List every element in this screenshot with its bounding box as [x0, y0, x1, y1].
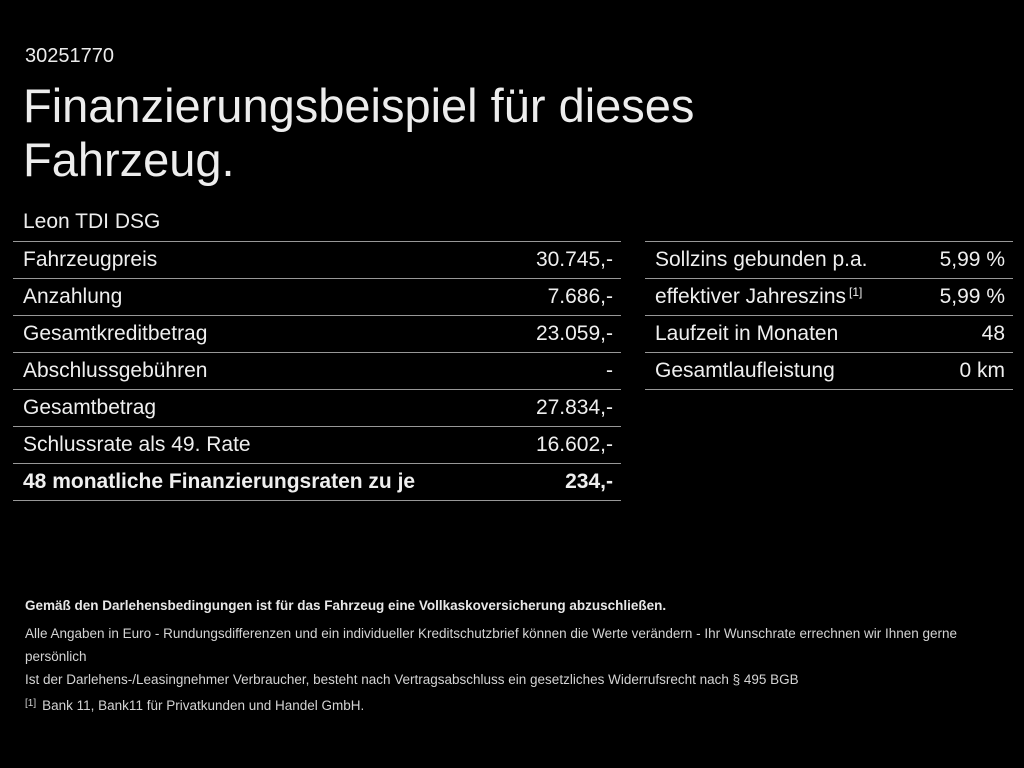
table-row-gesamtlaufleistung: Gesamtlaufleistung 0 km: [645, 352, 1013, 389]
bank-footnote: [1] Bank 11, Bank11 für Privatkunden und …: [25, 695, 985, 714]
page-title: Finanzierungsbeispiel für dieses Fahrzeu…: [23, 79, 694, 187]
disclaimer-line-1: Alle Angaben in Euro - Rundungsdifferenz…: [25, 626, 958, 664]
row-label: Gesamtlaufleistung: [655, 359, 835, 382]
row-label: Laufzeit in Monaten: [655, 322, 839, 345]
row-label: Gesamtbetrag: [23, 396, 157, 419]
footnote-marker: [1]: [25, 698, 37, 709]
row-value: 7.686,-: [547, 285, 613, 308]
page-title-line-2: Fahrzeug.: [23, 133, 235, 186]
row-value: 48: [981, 322, 1005, 345]
row-value: -: [606, 359, 613, 382]
disclaimer-notes: Alle Angaben in Euro - Rundungsdifferenz…: [25, 622, 985, 691]
row-value: 30.745,-: [535, 248, 613, 271]
table-row-gesamtkreditbetrag: Gesamtkreditbetrag 23.059,-: [13, 315, 621, 352]
page-title-line-1: Finanzierungsbeispiel für dieses: [23, 79, 695, 132]
row-value: 16.602,-: [535, 433, 613, 456]
table-row-gesamtbetrag: Gesamtbetrag 27.834,-: [13, 389, 621, 426]
row-value: 27.834,-: [535, 396, 613, 419]
table-row-sollzins: Sollzins gebunden p.a. 5,99 %: [645, 241, 1013, 278]
row-value: 23.059,-: [535, 322, 613, 345]
row-value: 5,99 %: [939, 248, 1005, 271]
vehicle-model: Leon TDI DSG: [23, 210, 161, 233]
table-row-abschlussgebuehren: Abschlussgebühren -: [13, 352, 621, 389]
financing-table-right: Sollzins gebunden p.a. 5,99 % effektiver…: [645, 241, 1013, 390]
footnote-text: Bank 11, Bank11 für Privatkunden und Han…: [42, 698, 365, 713]
table-row-monatsraten: 48 monatliche Finanzierungsraten zu je 2…: [13, 463, 621, 500]
table-row-schlussrate: Schlussrate als 49. Rate 16.602,-: [13, 426, 621, 463]
row-value: 0 km: [959, 359, 1005, 382]
row-label: effektiver Jahreszins [1]: [645, 285, 862, 309]
table-row-fahrzeugpreis: Fahrzeugpreis 30.745,-: [13, 241, 621, 278]
row-label: Sollzins gebunden p.a.: [655, 248, 868, 271]
row-label: Abschlussgebühren: [23, 359, 208, 382]
row-value: 234,-: [565, 470, 613, 493]
vehicle-id: 30251770: [25, 45, 114, 67]
insurance-note: Gemäß den Darlehensbedingungen ist für d…: [25, 598, 667, 613]
row-label: Fahrzeugpreis: [23, 248, 158, 271]
legal-footer: Gemäß den Darlehensbedingungen ist für d…: [25, 598, 985, 728]
table-row-anzahlung: Anzahlung 7.686,-: [13, 278, 621, 315]
table-row-laufzeit: Laufzeit in Monaten 48: [645, 315, 1013, 352]
row-label: Anzahlung: [23, 285, 123, 308]
row-label: 48 monatliche Finanzierungsraten zu je: [23, 470, 416, 493]
row-label-text: effektiver Jahreszins: [655, 285, 847, 308]
disclaimer-line-2: Ist der Darlehens-/Leasingnehmer Verbrau…: [25, 672, 799, 687]
row-label: Schlussrate als 49. Rate: [23, 433, 251, 456]
table-row-effektiver-jahreszins: effektiver Jahreszins [1] 5,99 %: [645, 278, 1013, 315]
footnote-ref: [1]: [849, 285, 863, 299]
row-label: Gesamtkreditbetrag: [23, 322, 208, 345]
row-value: 5,99 %: [939, 285, 1005, 308]
financing-table-left: Fahrzeugpreis 30.745,- Anzahlung 7.686,-…: [13, 241, 621, 501]
